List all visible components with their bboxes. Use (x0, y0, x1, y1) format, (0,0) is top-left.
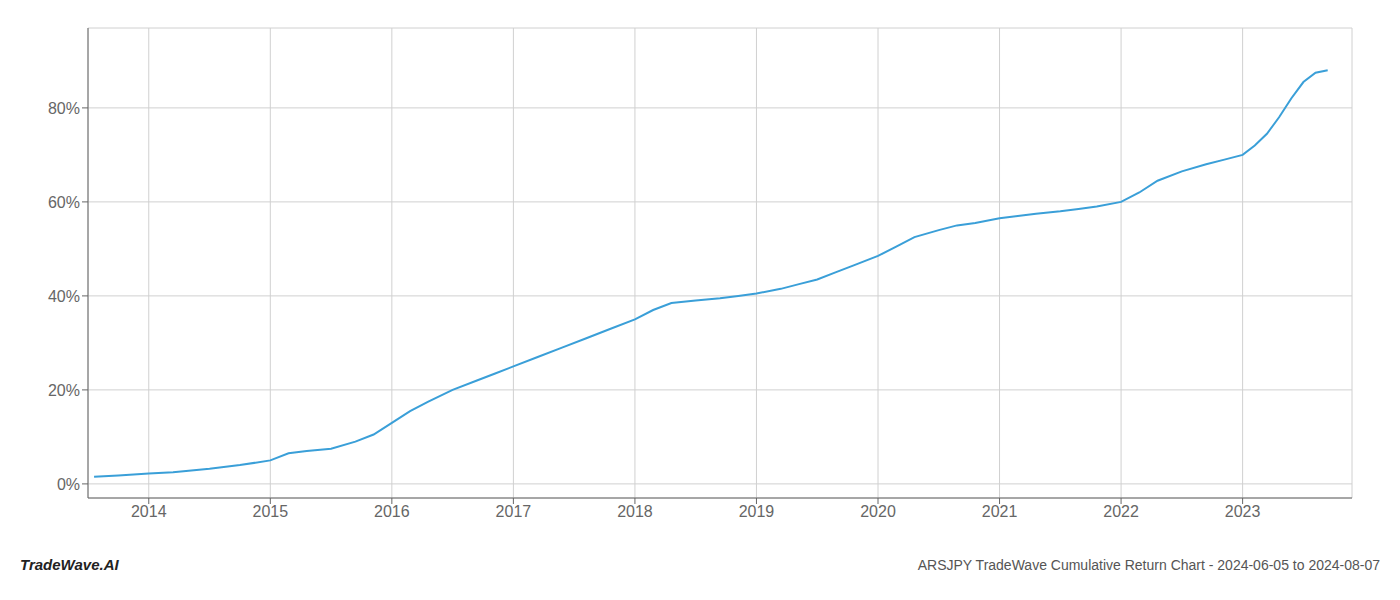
svg-text:40%: 40% (48, 288, 80, 305)
svg-text:0%: 0% (57, 476, 80, 493)
svg-text:2022: 2022 (1103, 503, 1139, 520)
svg-text:2023: 2023 (1225, 503, 1261, 520)
svg-text:2020: 2020 (860, 503, 896, 520)
html-text:TradeWave.AI: TradeWave.AI (20, 556, 119, 573)
svg-text:2017: 2017 (496, 503, 532, 520)
svg-text:2019: 2019 (739, 503, 775, 520)
svg-text:2018: 2018 (617, 503, 653, 520)
svg-text:60%: 60% (48, 194, 80, 211)
svg-text:2016: 2016 (374, 503, 410, 520)
svg-text:2014: 2014 (131, 503, 167, 520)
html-text:ARSJPY TradeWave Cumulative Re: ARSJPY TradeWave Cumulative Return Chart… (917, 557, 1380, 573)
svg-text:2015: 2015 (253, 503, 289, 520)
svg-text:80%: 80% (48, 100, 80, 117)
svg-text:20%: 20% (48, 382, 80, 399)
svg-text:2021: 2021 (982, 503, 1018, 520)
